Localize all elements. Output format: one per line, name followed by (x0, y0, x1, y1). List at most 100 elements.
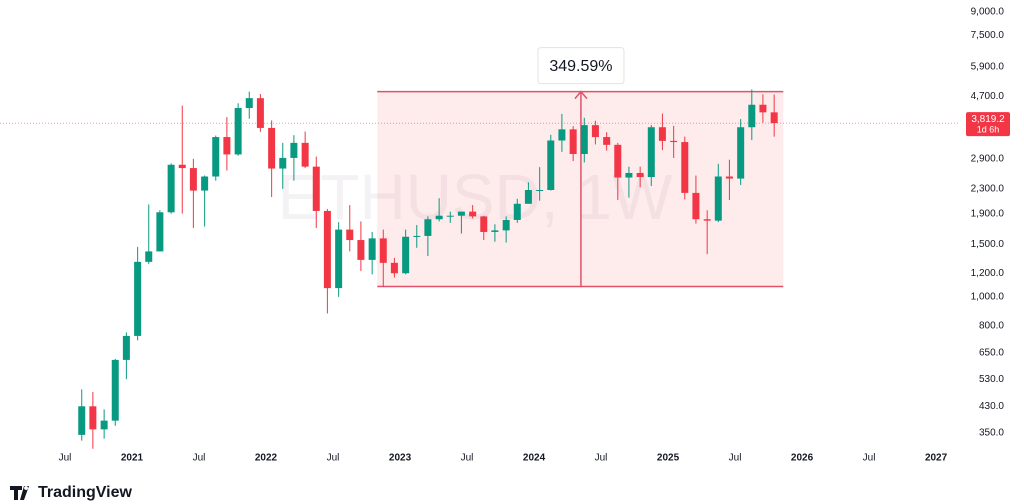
logo-icon (10, 486, 29, 500)
candle-body (614, 144, 622, 178)
candle-body (335, 229, 343, 289)
candle-body (536, 190, 544, 192)
candle-body (681, 142, 689, 193)
x-tick-label: 2025 (657, 453, 680, 464)
candle-body (703, 219, 711, 221)
y-tick-label: 530.0 (979, 374, 1004, 385)
candle-body (625, 172, 633, 178)
candle-body (268, 127, 276, 169)
candle-body (457, 211, 465, 216)
x-tick-label: 2021 (121, 453, 144, 464)
candle-body (145, 251, 153, 262)
candle-body (748, 104, 756, 128)
candle-body (312, 166, 320, 211)
price-label: 3,819.2 (971, 114, 1005, 125)
candle-body (636, 172, 644, 178)
candle-body (390, 262, 398, 274)
candle-body (580, 125, 588, 154)
candle-body (725, 176, 733, 179)
x-tick-label: 2024 (523, 453, 546, 464)
y-tick-label: 800.0 (979, 320, 1004, 331)
x-tick-label: Jul (863, 453, 876, 464)
watermark: ETHUSD, 1W (278, 161, 673, 233)
candle-body (491, 230, 499, 232)
x-tick-label: Jul (461, 453, 474, 464)
y-tick-label: 4,700.0 (971, 91, 1005, 102)
candle-body (737, 127, 745, 179)
candle-body (223, 137, 231, 155)
x-tick-label: 2022 (255, 453, 278, 464)
candle-body (301, 142, 309, 167)
candle-body (357, 240, 365, 260)
y-tick-label: 650.0 (979, 347, 1004, 358)
candle-body (759, 104, 767, 113)
candle-body (770, 112, 778, 124)
candle-body (502, 219, 510, 231)
x-tick-label: Jul (327, 453, 340, 464)
y-tick-label: 2,900.0 (971, 153, 1005, 164)
candle-body (134, 261, 142, 336)
x-tick-label: Jul (729, 453, 742, 464)
candle-body (323, 210, 331, 289)
candle-body (89, 406, 97, 430)
y-tick-label: 7,500.0 (971, 30, 1005, 41)
brand-name[interactable]: TradingView (38, 484, 133, 501)
y-tick-label: 1,200.0 (971, 268, 1005, 279)
x-tick-label: Jul (193, 453, 206, 464)
candle-body (469, 211, 477, 217)
candle-body (714, 176, 722, 221)
candle-body (156, 212, 164, 252)
y-tick-label: 1,000.0 (971, 292, 1005, 303)
price-label-box (966, 112, 1010, 137)
range-label-box (537, 47, 625, 85)
candle-body (569, 129, 577, 154)
y-tick-label: 1,900.0 (971, 208, 1005, 219)
candle-body (435, 215, 443, 220)
candle-body (122, 335, 130, 360)
arrow-head (574, 90, 588, 100)
range-label: 349.59% (549, 58, 612, 75)
candle-body (245, 98, 253, 109)
y-tick-label: 9,000.0 (971, 7, 1005, 18)
candle-body (480, 216, 488, 232)
x-tick-label: Jul (595, 453, 608, 464)
candle-body (603, 137, 611, 145)
candle-body (402, 236, 410, 274)
candle-body (212, 137, 220, 177)
countdown: 1d 6h (977, 124, 1000, 134)
candle-body (413, 235, 421, 237)
y-tick-label: 1,500.0 (971, 239, 1005, 250)
candle-body (167, 164, 175, 213)
candle-body (513, 203, 521, 220)
candle-body (279, 157, 287, 169)
x-tick-label: 2026 (791, 453, 814, 464)
candle-body (670, 140, 678, 143)
candle-body (368, 238, 376, 260)
candle-body (424, 219, 432, 236)
y-tick-label: 350.0 (979, 428, 1004, 439)
candle-body (547, 140, 555, 191)
y-tick-label: 430.0 (979, 401, 1004, 412)
candle-body (100, 420, 108, 430)
x-tick-label: Jul (59, 453, 72, 464)
candle-body (379, 238, 387, 263)
candle-body (446, 215, 454, 217)
x-tick-label: 2023 (389, 453, 412, 464)
candle-body (290, 142, 298, 158)
candle-body (78, 406, 86, 435)
candle-body (111, 359, 119, 421)
candle-body (234, 108, 242, 155)
candle-body (178, 164, 186, 169)
y-tick-label: 2,300.0 (971, 184, 1005, 195)
candle-body (558, 129, 566, 141)
brand-logo: TradingView (10, 484, 133, 501)
candle-body (692, 192, 700, 220)
candle-body (591, 125, 599, 138)
candle-body (658, 127, 666, 141)
candle-body (524, 190, 532, 204)
candle-body (189, 168, 197, 191)
candle-body (346, 229, 354, 241)
candle-body (647, 127, 655, 178)
y-tick-label: 5,900.0 (971, 61, 1005, 72)
